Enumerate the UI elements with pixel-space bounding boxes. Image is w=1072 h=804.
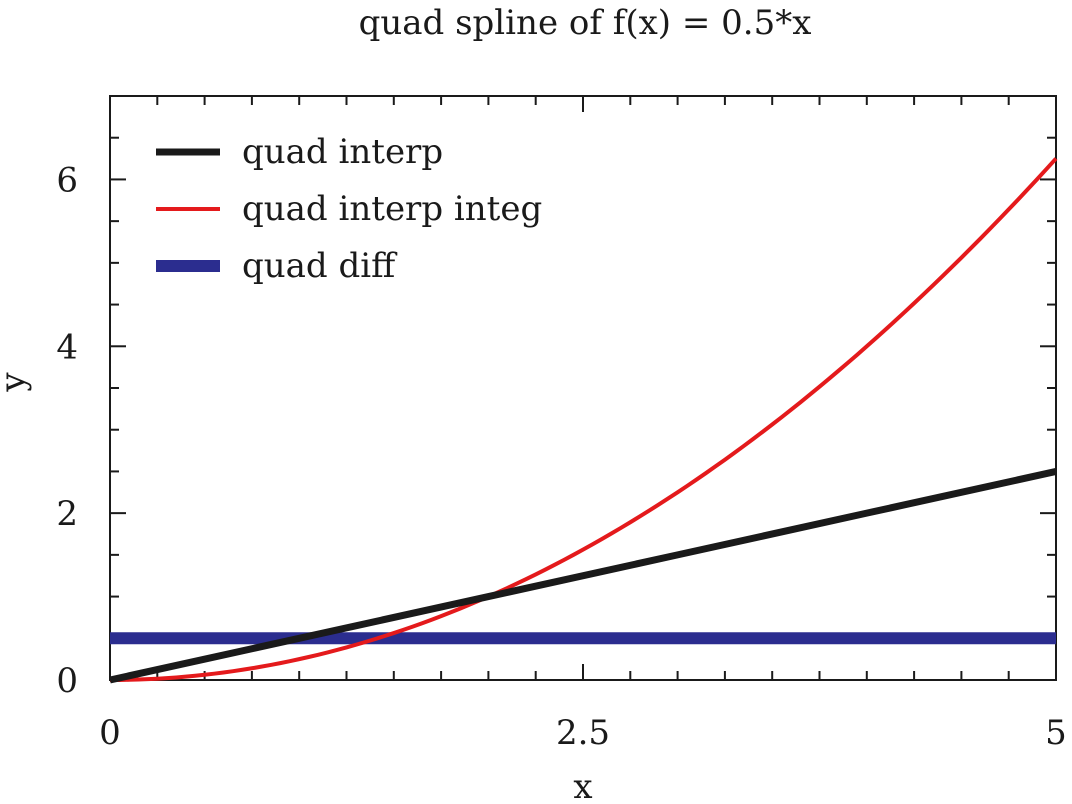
series-line-quad-interp-integ [109, 157, 1058, 682]
axis-ticks: 0 2.5 5 0 2 4 6 [56, 95, 1067, 753]
x-tick-label: 0 [99, 713, 121, 753]
y-tick-label: 6 [56, 160, 78, 200]
chart-title: quad spline of f(x) = 0.5*x [359, 3, 812, 43]
legend-label: quad interp integ [242, 189, 542, 229]
x-tick-label: 5 [1045, 713, 1067, 753]
plot-frame [109, 95, 1057, 681]
y-tick-label: 0 [56, 661, 78, 701]
y-tick-label: 4 [56, 327, 78, 367]
y-axis-label: y [0, 372, 33, 393]
legend-label: quad interp [242, 132, 443, 172]
y-tick-label: 2 [56, 494, 78, 534]
legend: quad interp quad interp integ quad diff [156, 132, 542, 286]
plot-area [109, 95, 1057, 681]
x-tick-label: 2.5 [556, 713, 610, 753]
series-layer [109, 157, 1058, 684]
legend-label: quad diff [242, 246, 398, 286]
series-line-quad-interp [109, 468, 1057, 684]
x-axis-label: x [573, 767, 592, 804]
